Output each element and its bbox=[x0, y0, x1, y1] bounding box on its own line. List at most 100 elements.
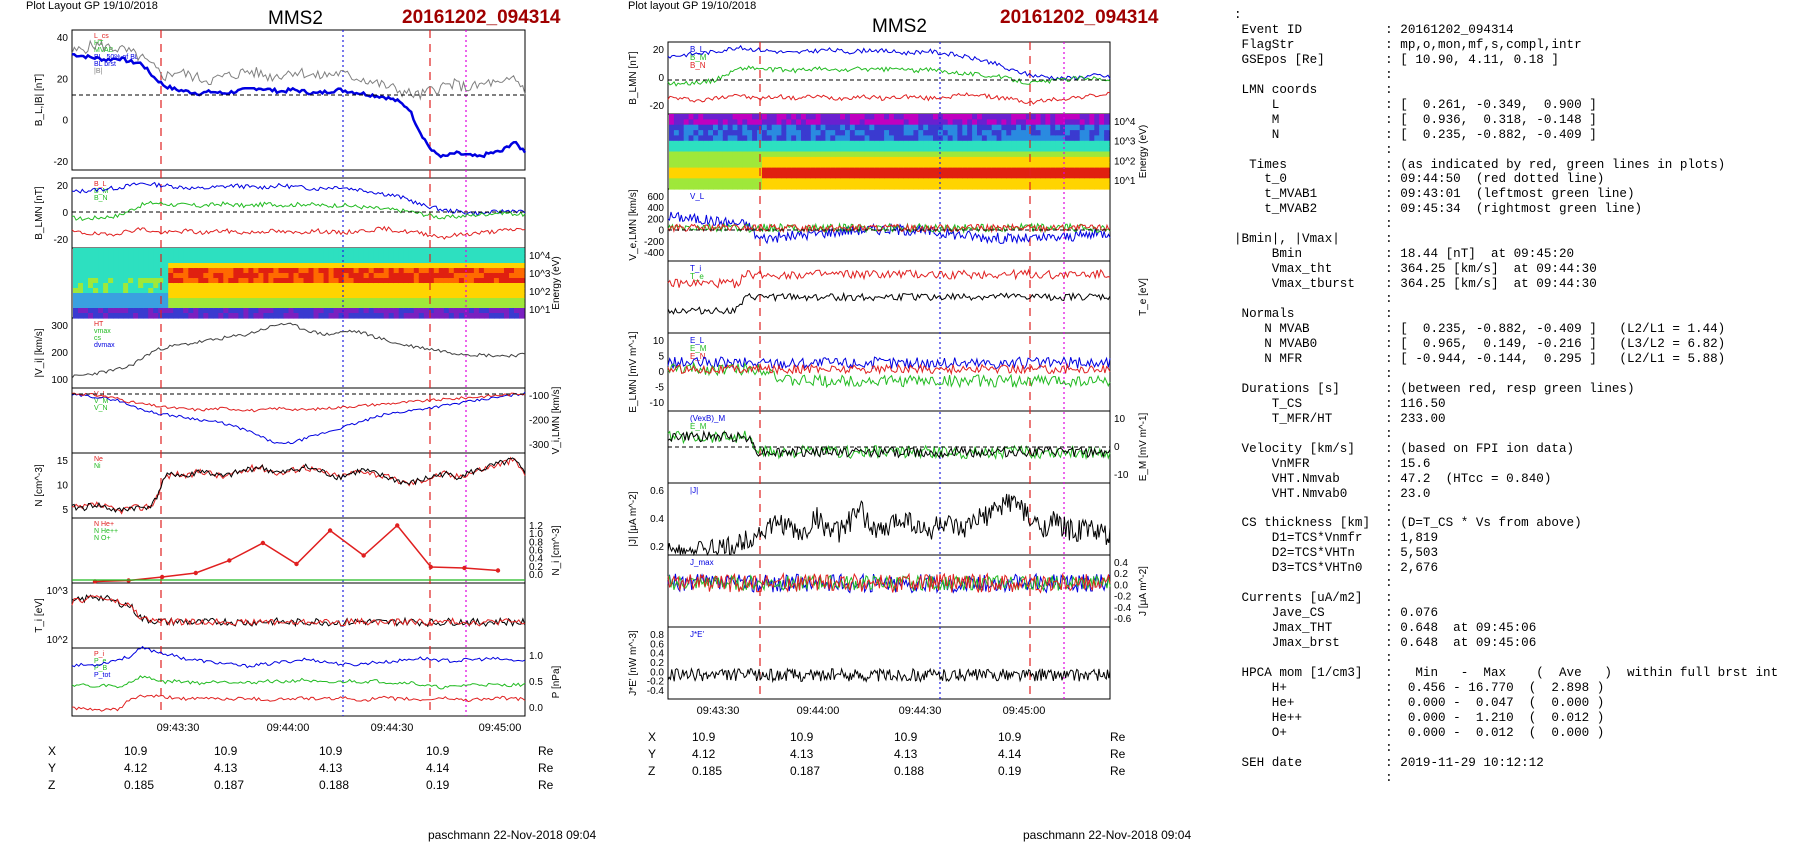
spectrogram-cell bbox=[168, 293, 174, 299]
spectrogram-cell bbox=[840, 130, 846, 137]
spectrogram-cell bbox=[514, 308, 520, 314]
spectrogram-cell bbox=[223, 303, 229, 309]
spectrogram-cell bbox=[368, 288, 375, 294]
spectrogram-cell bbox=[737, 172, 743, 179]
spectrogram-cell bbox=[771, 119, 778, 126]
spectrogram-cell bbox=[796, 135, 802, 142]
spectrogram-cell bbox=[363, 283, 370, 289]
spectrogram-cell bbox=[188, 273, 194, 279]
spectrogram-cell bbox=[1069, 162, 1076, 169]
spectrogram-cell bbox=[805, 162, 812, 169]
spectrogram-cell bbox=[820, 130, 827, 137]
spectrogram-cell bbox=[378, 263, 385, 269]
spectrogram-cell bbox=[747, 119, 753, 126]
spectrogram-cell bbox=[258, 253, 264, 259]
spectrogram-cell bbox=[173, 283, 179, 289]
info-line: N MVAB : [ 0.235, -0.882, -0.409 ] (L2/L… bbox=[1234, 322, 1726, 337]
spectrogram-cell bbox=[78, 253, 84, 259]
spectrogram-cell bbox=[138, 293, 144, 299]
spectrogram-cell bbox=[1084, 167, 1091, 174]
spectrogram-cell bbox=[368, 248, 375, 254]
spectrogram-cell bbox=[338, 268, 345, 274]
left-coord-value: 0.185 bbox=[124, 778, 155, 792]
spectrogram-cell bbox=[845, 178, 851, 185]
spectrogram-cell bbox=[278, 298, 285, 304]
spectrogram-cell bbox=[1025, 178, 1032, 185]
spectrogram-cell bbox=[747, 167, 753, 174]
spectrogram-cell bbox=[93, 248, 99, 254]
spectrogram-cell bbox=[1060, 130, 1066, 137]
spectrogram-cell bbox=[458, 303, 465, 309]
spectrogram-cell bbox=[825, 151, 831, 158]
spectrogram-cell bbox=[957, 167, 963, 174]
spectrogram-cell bbox=[83, 283, 89, 289]
spectrogram-cell bbox=[1025, 183, 1032, 190]
spectrogram-cell bbox=[967, 172, 973, 179]
spectrogram-cell bbox=[333, 258, 340, 264]
spectrogram-cell bbox=[313, 303, 320, 309]
spectrogram-cell bbox=[223, 258, 229, 264]
spectrogram-cell bbox=[438, 258, 445, 264]
spectrogram-cell bbox=[840, 162, 846, 169]
spectrogram-cell bbox=[398, 278, 405, 284]
spectrogram-cell bbox=[752, 140, 758, 147]
info-line: T_CS : 116.50 bbox=[1234, 396, 1446, 411]
left-legend-entry: N He+ bbox=[94, 521, 114, 528]
spectrogram-cell bbox=[1099, 172, 1105, 179]
spectrogram-cell bbox=[378, 283, 385, 289]
spectrogram-cell bbox=[693, 114, 699, 120]
info-line: VHT.Nmvab0 : 23.0 bbox=[1234, 486, 1431, 501]
spectrogram-cell bbox=[223, 248, 229, 254]
spectrogram-cell bbox=[698, 114, 704, 120]
spectrogram-cell bbox=[473, 303, 480, 309]
spectrogram-cell bbox=[766, 156, 773, 163]
spectrogram-cell bbox=[830, 151, 836, 158]
spectrogram-cell bbox=[889, 178, 895, 185]
left-coord-unit: Re bbox=[538, 778, 554, 792]
spectrogram-cell bbox=[972, 172, 978, 179]
spectrogram-cell bbox=[986, 114, 993, 120]
spectrogram-cell bbox=[835, 140, 841, 147]
spectrogram-cell bbox=[1079, 151, 1086, 158]
middle-ytick-label: 0.8 bbox=[650, 630, 664, 641]
spectrogram-cell bbox=[786, 178, 792, 185]
spectrogram-cell bbox=[879, 130, 885, 137]
spectrogram-cell bbox=[752, 130, 758, 137]
spectrogram-cell bbox=[835, 156, 841, 163]
spectrogram-cell bbox=[393, 258, 400, 264]
left-coord-row-label: Y bbox=[48, 761, 57, 775]
spectrogram-cell bbox=[453, 273, 460, 279]
spectrogram-cell bbox=[283, 263, 290, 269]
spectrogram-cell bbox=[123, 283, 129, 289]
spectrogram-cell bbox=[835, 183, 841, 190]
spectrogram-cell bbox=[328, 258, 335, 264]
spectrogram-cell bbox=[343, 313, 350, 319]
spectrogram-cell bbox=[898, 178, 905, 185]
spectrogram-cell bbox=[473, 273, 480, 279]
middle-legend-entry: V_L bbox=[690, 192, 705, 201]
spectrogram-cell bbox=[1030, 119, 1037, 126]
spectrogram-cell bbox=[1094, 151, 1100, 158]
spectrogram-cell bbox=[849, 151, 856, 158]
spectrogram-cell bbox=[1016, 114, 1022, 120]
spectrogram-cell bbox=[1021, 140, 1027, 147]
spectrogram-cell bbox=[1055, 183, 1061, 190]
spectrogram-cell bbox=[333, 298, 340, 304]
spectrogram-cell bbox=[703, 162, 709, 169]
spectrogram-cell bbox=[1040, 114, 1047, 120]
left-ytick-label: 0 bbox=[62, 116, 68, 127]
spectrogram-cell bbox=[1094, 114, 1100, 120]
spectrogram-cell bbox=[478, 273, 485, 279]
spectrogram-cell bbox=[840, 172, 846, 179]
spectrogram-cell bbox=[952, 151, 959, 158]
left-ytick-label: 5 bbox=[62, 505, 68, 516]
spectrogram-cell bbox=[791, 151, 797, 158]
spectrogram-cell bbox=[388, 258, 395, 264]
spectrogram-cell bbox=[967, 119, 973, 126]
spectrogram-cell bbox=[962, 114, 968, 120]
info-line: N MFR : [ -0.944, -0.144, 0.295 ] (L2/L1… bbox=[1234, 351, 1726, 366]
spectrogram-cell bbox=[488, 303, 495, 309]
spectrogram-cell bbox=[88, 303, 94, 309]
spectrogram-cell bbox=[889, 130, 895, 137]
spectrogram-cell bbox=[388, 273, 395, 279]
